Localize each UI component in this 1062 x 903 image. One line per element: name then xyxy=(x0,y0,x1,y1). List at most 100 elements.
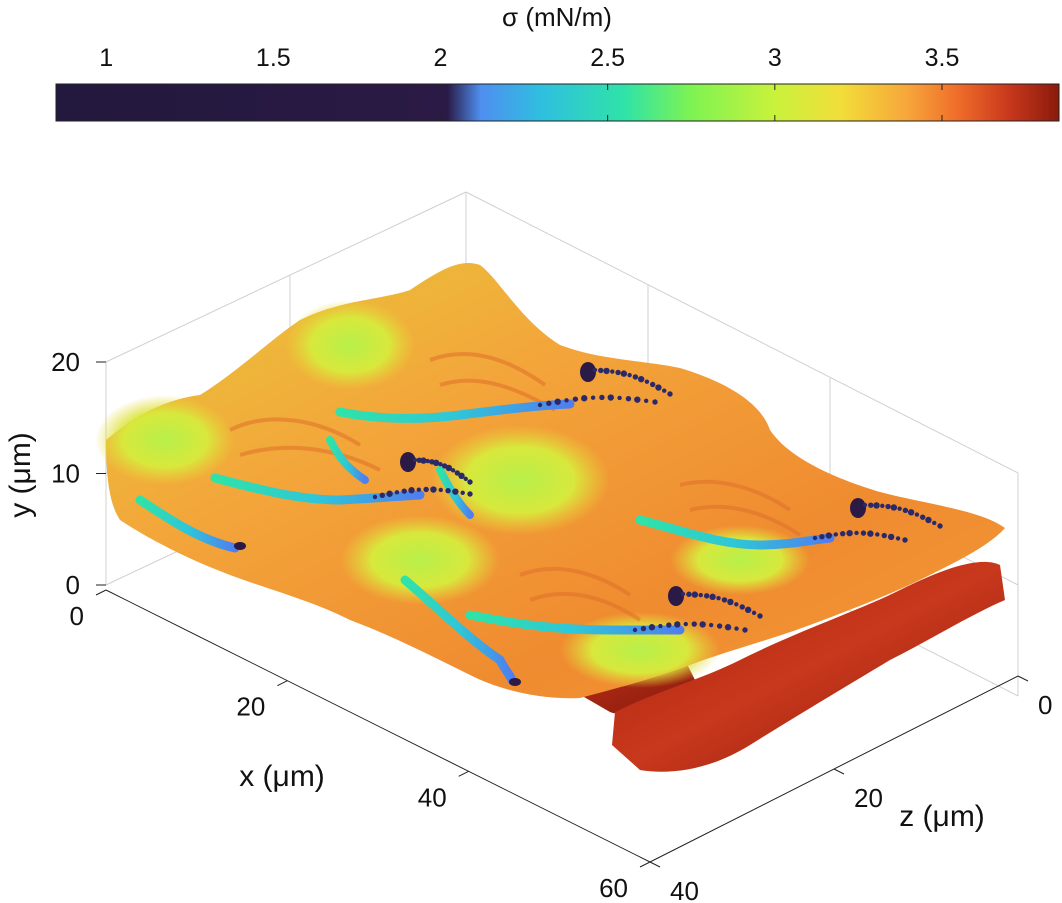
surface-ripple xyxy=(529,591,642,622)
axis-ticks: 0 10 20 0 20 40 60 0 20 40 xyxy=(51,347,1052,903)
droplet-dot xyxy=(416,487,422,492)
colorbar-tick-label: 1 xyxy=(99,44,113,72)
droplet-dot xyxy=(640,625,647,632)
droplet-dot xyxy=(937,523,943,529)
surface-ripple xyxy=(679,479,792,512)
droplet-dot xyxy=(890,504,898,511)
droplet-dot xyxy=(564,398,569,403)
x-tick-label: 60 xyxy=(599,873,628,903)
z-tick xyxy=(1017,675,1029,682)
droplet-dot xyxy=(372,494,378,500)
box-edge xyxy=(105,191,467,363)
droplet-dot xyxy=(724,624,732,631)
droplet-dot xyxy=(860,530,867,536)
surface-ripple xyxy=(429,352,547,387)
z-tick xyxy=(649,861,661,868)
droplet-dot xyxy=(691,621,697,627)
droplet-dot xyxy=(867,530,874,537)
droplet-dot xyxy=(460,490,465,495)
droplet-dot xyxy=(625,396,632,402)
droplet-dot xyxy=(708,622,714,628)
droplet-dot xyxy=(846,529,853,537)
droplet-dot xyxy=(420,457,427,464)
droplet xyxy=(668,586,684,606)
droplet-dot xyxy=(598,367,604,374)
colorbar-ticks: 1 1.5 2 2.5 3 3.5 xyxy=(99,44,959,121)
droplet-dot xyxy=(919,514,926,520)
droplet-dot xyxy=(932,520,937,526)
droplet-dot xyxy=(610,369,615,374)
droplet-trails xyxy=(372,367,943,633)
droplet-dot xyxy=(599,394,605,401)
droplet-dot xyxy=(450,468,456,473)
droplet-dot xyxy=(603,367,610,375)
surface-channel xyxy=(465,610,685,635)
droplet-dot xyxy=(925,516,932,524)
droplet-dot xyxy=(649,381,656,388)
colorbar-tick-label: 2 xyxy=(434,44,448,72)
box-edge xyxy=(465,191,1019,474)
surface-channel xyxy=(135,495,240,553)
droplet-dot xyxy=(546,400,552,407)
y-tick-label: 20 xyxy=(51,347,80,377)
droplet-dot xyxy=(617,395,622,401)
droplet-dot xyxy=(907,509,915,516)
droplet-dot xyxy=(854,530,859,536)
droplet-dot xyxy=(662,388,667,393)
colorbar-label: σ (mN/m) xyxy=(502,2,612,32)
droplet-dot xyxy=(652,399,658,405)
droplet-dot xyxy=(620,370,628,377)
droplet-dot xyxy=(812,535,818,541)
droplet-dot xyxy=(394,490,400,495)
droplet-dot xyxy=(452,488,459,495)
y-axis-label: y (μm) xyxy=(4,432,37,518)
droplet-dot xyxy=(680,591,686,597)
droplet-dot xyxy=(716,595,721,601)
droplet-dot xyxy=(408,487,415,494)
surface-ripple xyxy=(689,504,802,537)
droplet-dot xyxy=(885,503,891,510)
droplet-dot xyxy=(734,602,739,607)
droplet-dot xyxy=(401,488,407,494)
droplet-dot xyxy=(683,621,688,627)
droplet-dot xyxy=(430,486,437,493)
surface-channel xyxy=(436,466,474,519)
surface-channel xyxy=(210,473,425,505)
droplet-dot xyxy=(432,459,440,467)
droplet-dot xyxy=(637,375,645,383)
surface-ripple xyxy=(239,445,381,472)
droplet-dot xyxy=(425,458,430,464)
droplet xyxy=(509,678,521,686)
colorbar-tick-label: 3.5 xyxy=(925,44,960,72)
y-tick-label: 10 xyxy=(51,459,80,489)
droplet-dot xyxy=(655,384,662,391)
z-tick xyxy=(833,768,845,775)
surface-channel xyxy=(326,436,369,484)
droplet-dot xyxy=(716,623,723,629)
droplet-dot xyxy=(648,624,656,631)
droplet-dot xyxy=(632,374,639,380)
droplet xyxy=(850,498,866,518)
droplet-dot xyxy=(721,597,728,603)
droplet-dot xyxy=(686,591,692,597)
droplet-dot xyxy=(467,491,473,497)
droplet-dot xyxy=(454,470,461,476)
droplet-dot xyxy=(897,506,902,511)
droplet-dot xyxy=(592,367,598,373)
y-tick-label: 0 xyxy=(66,570,80,600)
z-tick-label: 0 xyxy=(1038,690,1052,720)
x-tick xyxy=(95,589,107,596)
droplet-dot xyxy=(463,476,468,482)
droplet-dot xyxy=(709,593,716,601)
droplet-dot xyxy=(445,488,451,494)
z-tick-label: 40 xyxy=(670,876,699,903)
droplet-dot xyxy=(412,457,418,463)
droplet-dot xyxy=(868,502,874,508)
droplet-dot xyxy=(379,492,386,499)
upper-surface xyxy=(95,262,1005,699)
surface-bump xyxy=(95,395,235,485)
droplet-dot xyxy=(537,402,543,408)
z-tick-label: 20 xyxy=(854,783,883,813)
droplet-dot xyxy=(902,507,909,514)
